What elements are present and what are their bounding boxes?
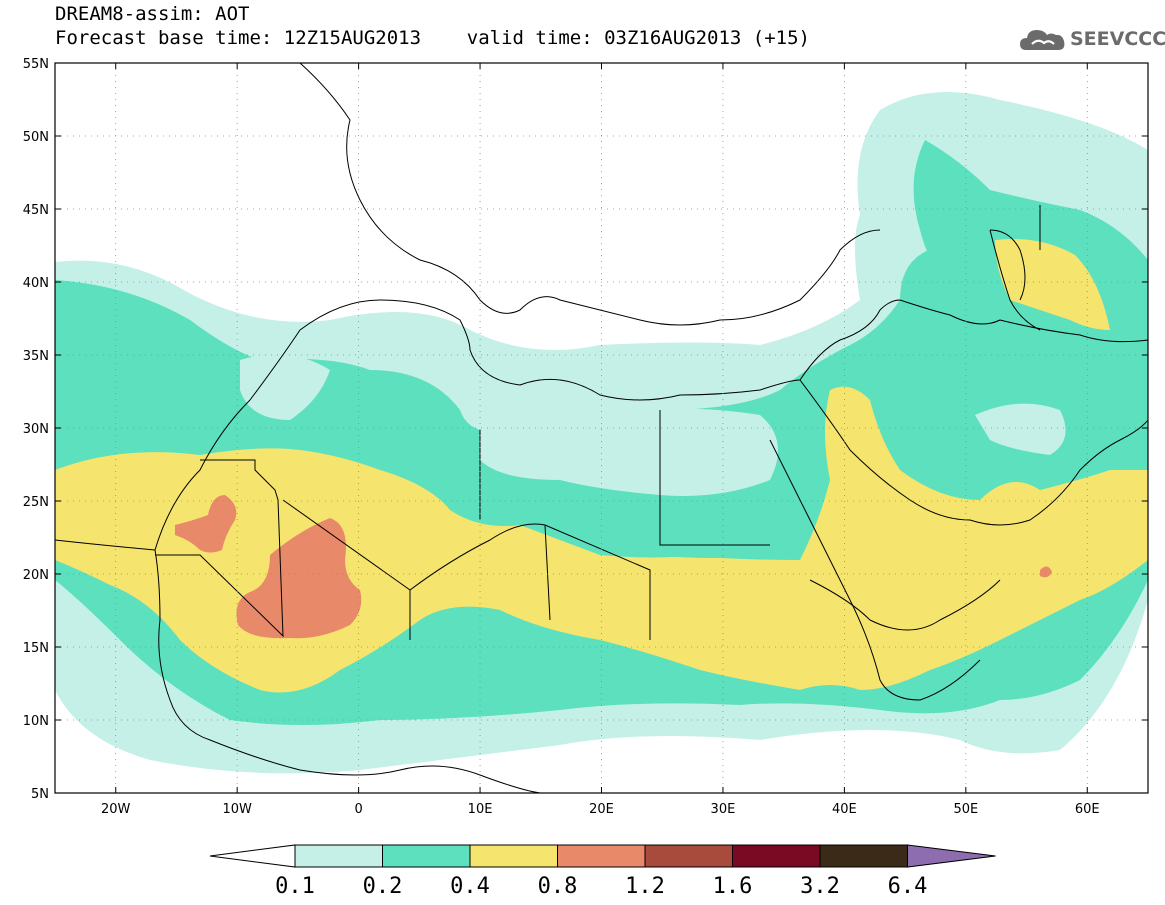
lon-label: 60E [1075, 802, 1100, 817]
lat-label: 40N [23, 276, 49, 291]
colorbar-label: 0.4 [450, 874, 490, 899]
chart-title: DREAM8-assim: AOT [55, 3, 250, 25]
colorbar-label: 1.6 [713, 874, 753, 899]
aot-band-0.1-libya [480, 408, 778, 496]
colorbar-segment [819, 844, 908, 868]
graticule [55, 63, 1148, 793]
colorbar-segment [294, 844, 383, 868]
colorbar-segment [469, 844, 558, 868]
colorbar-label: 6.4 [888, 874, 928, 899]
colorbar-segment [382, 844, 471, 868]
aot-band-0.8-oman [1040, 566, 1052, 578]
lat-label: 35N [23, 349, 49, 364]
aot-band-0.8-mali [236, 518, 362, 639]
colorbar-under-arrow [209, 844, 296, 868]
lat-label: 50N [23, 130, 49, 145]
lat-label: 30N [23, 422, 49, 437]
lat-label: 25N [23, 495, 49, 510]
colorbar-label: 0.2 [363, 874, 403, 899]
logo-text: SEEVCCC [1070, 28, 1165, 50]
aot-band-0.2-egypt [650, 535, 800, 560]
lat-label: 15N [23, 641, 49, 656]
aot-band-0.1-arabia [975, 403, 1066, 455]
colorbar-label: 1.2 [625, 874, 665, 899]
lon-label: 10W [222, 802, 252, 817]
lat-label: 45N [23, 203, 49, 218]
lon-label: 30E [711, 802, 736, 817]
lat-label: 20N [23, 568, 49, 583]
lon-label: 40E [832, 802, 857, 817]
axis-ticks: 5N 10N 15N 20N 25N 30N 35N 40N 45N 50N 55N 20W 10W 0 1… [23, 57, 1148, 817]
colorbar-label: 3.2 [800, 874, 840, 899]
aot-band-0.4-caspian [995, 239, 1110, 330]
cloud-icon [1020, 30, 1065, 50]
lon-label: 20W [101, 802, 131, 817]
lon-label: 20E [589, 802, 614, 817]
lon-label: 0 [354, 802, 362, 817]
lat-label: 5N [31, 787, 49, 802]
colorbar-label: 0.8 [538, 874, 578, 899]
coastlines [55, 63, 1148, 793]
colorbar-over-arrow [907, 844, 996, 868]
lat-label: 55N [23, 57, 49, 72]
aot-fields [55, 63, 1148, 793]
lat-label: 10N [23, 714, 49, 729]
colorbar-segment [557, 844, 646, 868]
forecast-time-line: Forecast base time: 12Z15AUG2013 valid t… [55, 27, 810, 49]
colorbar-label: 0.1 [275, 874, 315, 899]
seevccc-logo: SEEVCCC [1018, 22, 1165, 58]
aot-map: 5N 10N 15N 20N 25N 30N 35N 40N 45N 50N 55N 20W 10W 0 1… [23, 57, 1149, 817]
lon-label: 50E [953, 802, 978, 817]
colorbar-segment [644, 844, 733, 868]
aot-band-0.8-mauritania [175, 495, 237, 553]
colorbar-segment [732, 844, 821, 868]
lon-label: 10E [468, 802, 493, 817]
aot-band-0.1-morocco [240, 354, 330, 420]
